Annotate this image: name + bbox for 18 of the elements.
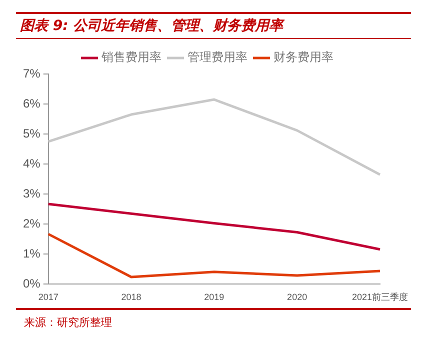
y-tick-label: 1%	[23, 246, 41, 260]
chart-title: 图表 9: 公司近年销售、管理、财务费用率	[16, 12, 411, 39]
legend-label: 管理费用率	[188, 50, 248, 64]
x-tick-label: 2019	[204, 292, 224, 302]
y-tick-label: 4%	[23, 156, 41, 170]
x-tick-label: 2018	[121, 292, 142, 302]
y-tick-label: 6%	[23, 96, 41, 110]
y-tick-label: 3%	[23, 186, 41, 200]
y-tick-label: 2%	[23, 216, 41, 230]
source-note: 来源：研究所整理	[16, 308, 411, 335]
y-tick-label: 0%	[23, 276, 41, 291]
y-tick-label: 5%	[23, 126, 41, 140]
x-tick-label: 2020	[287, 292, 308, 302]
legend-label: 财务费用率	[274, 50, 334, 64]
x-tick-label: 2017	[38, 292, 58, 302]
y-tick-label: 7%	[23, 66, 41, 80]
legend-label: 销售费用率	[100, 50, 162, 64]
x-tick-label: 2021前三季度	[352, 292, 408, 302]
